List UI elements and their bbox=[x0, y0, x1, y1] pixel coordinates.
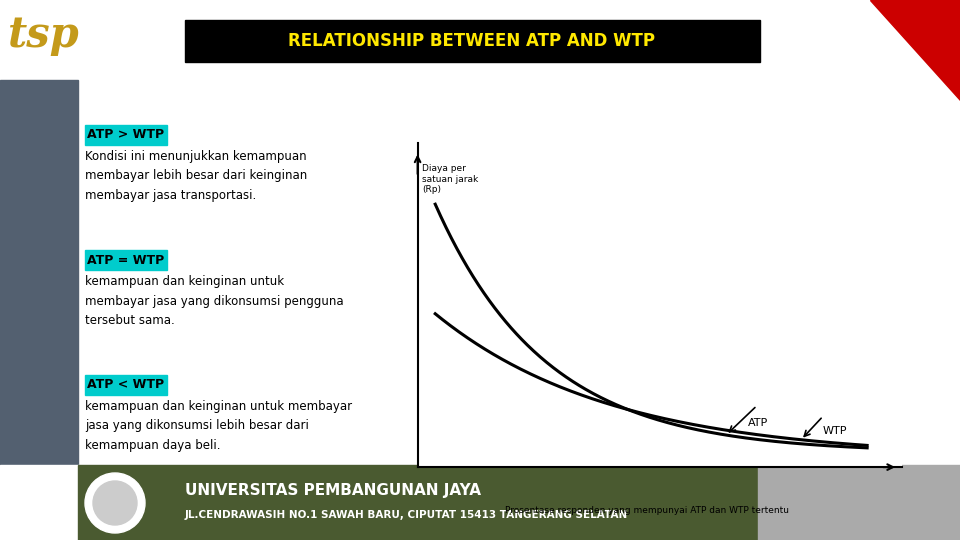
Text: kemampuan dan keinginan untuk
membayar jasa yang dikonsumsi pengguna
tersebut sa: kemampuan dan keinginan untuk membayar j… bbox=[85, 275, 344, 327]
Text: Kondisi ini menunjukkan kemampuan
membayar lebih besar dari keinginan
membayar j: Kondisi ini menunjukkan kemampuan membay… bbox=[85, 150, 307, 202]
Text: ATP > WTP: ATP > WTP bbox=[87, 129, 164, 141]
Bar bbox=[0, 465, 960, 540]
Text: ATP < WTP: ATP < WTP bbox=[87, 379, 164, 392]
Bar bbox=[758, 465, 960, 540]
Bar bbox=[85, 125, 167, 145]
Text: JL.CENDRAWASIH NO.1 SAWAH BARU, CIPUTAT 15413 TANGERANG SELATAN: JL.CENDRAWASIH NO.1 SAWAH BARU, CIPUTAT … bbox=[185, 510, 628, 520]
Text: Prosentase responden yang mempunyai ATP dan WTP tertentu: Prosentase responden yang mempunyai ATP … bbox=[505, 506, 789, 515]
Bar bbox=[0, 80, 78, 465]
Text: ATP: ATP bbox=[748, 418, 768, 428]
Text: Diaya per
satuan jarak
(Rp): Diaya per satuan jarak (Rp) bbox=[422, 164, 478, 194]
Bar bbox=[85, 250, 167, 270]
Text: UNIVERSITAS PEMBANGUNAN JAYA: UNIVERSITAS PEMBANGUNAN JAYA bbox=[185, 483, 481, 497]
Text: tsp: tsp bbox=[8, 14, 80, 56]
Bar bbox=[185, 20, 760, 62]
Text: WTP: WTP bbox=[823, 426, 848, 436]
Polygon shape bbox=[870, 0, 960, 100]
Text: RELATIONSHIP BETWEEN ATP AND WTP: RELATIONSHIP BETWEEN ATP AND WTP bbox=[289, 32, 656, 50]
Bar bbox=[85, 375, 167, 395]
Text: kemampuan dan keinginan untuk membayar
jasa yang dikonsumsi lebih besar dari
kem: kemampuan dan keinginan untuk membayar j… bbox=[85, 400, 352, 452]
Bar bbox=[78, 465, 758, 540]
Circle shape bbox=[85, 473, 145, 533]
Circle shape bbox=[93, 481, 137, 525]
Text: ATP = WTP: ATP = WTP bbox=[87, 253, 164, 267]
